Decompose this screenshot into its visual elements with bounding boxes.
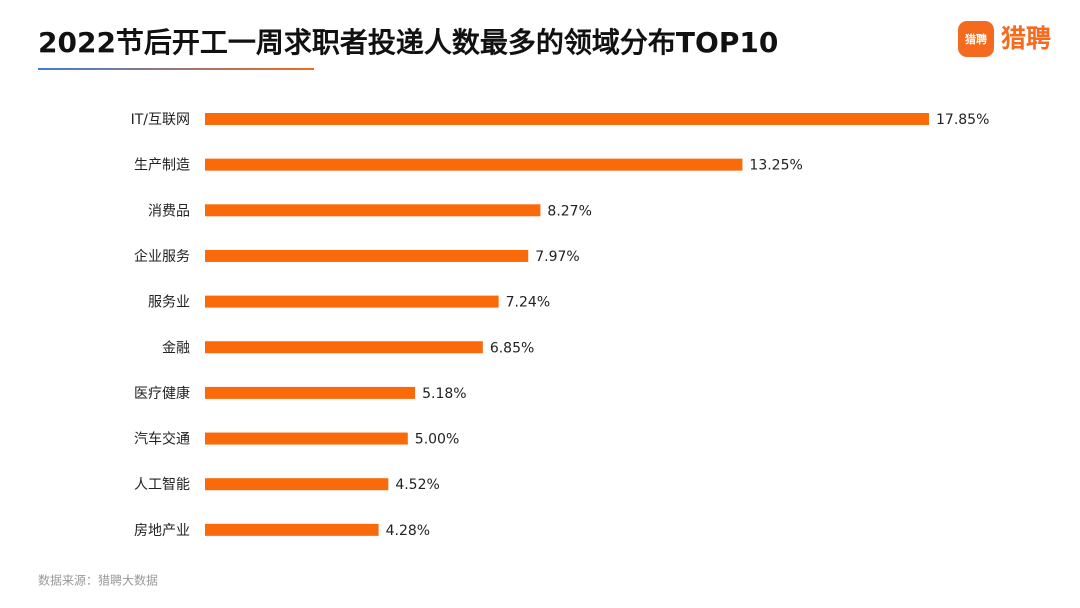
source-note: 数据来源：猎聘大数据: [38, 573, 158, 588]
y-tick-label: 医疗健康: [134, 385, 190, 402]
logo-text: 猎聘: [1001, 24, 1051, 53]
y-tick-label: 汽车交通: [134, 431, 190, 448]
value-label: 6.85%: [490, 340, 534, 356]
value-label: 13.25%: [749, 158, 802, 174]
y-tick-label: 房地产业: [134, 523, 190, 539]
logo-icon-text: 猎聘: [965, 32, 987, 46]
bar: [205, 204, 541, 217]
value-label: 8.27%: [547, 203, 591, 219]
value-label: 4.28%: [386, 523, 430, 539]
bar: [205, 113, 929, 125]
bar: [205, 158, 743, 171]
bar: [205, 432, 408, 445]
bar: [205, 523, 379, 536]
y-tick-label: 服务业: [148, 295, 190, 311]
y-tick-label: IT/互联网: [131, 112, 190, 128]
value-label: 5.00%: [415, 432, 459, 448]
bar: [205, 478, 389, 491]
y-tick-label: 人工智能: [134, 477, 190, 493]
title-underline: [38, 68, 314, 70]
y-tick-label: 金融: [162, 340, 190, 356]
bar: [205, 295, 499, 308]
y-tick-label: 生产制造: [134, 158, 190, 174]
value-label: 4.52%: [395, 477, 439, 493]
value-label: 7.24%: [506, 295, 550, 311]
bar: [205, 341, 483, 354]
value-label: 5.18%: [422, 386, 466, 402]
chart-title: 2022节后开工一周求职者投递人数最多的领域分布TOP10: [38, 26, 778, 59]
y-tick-label: 消费品: [148, 203, 190, 219]
value-label: 7.97%: [535, 249, 579, 265]
bar: [205, 386, 416, 399]
logo-icon: [958, 21, 994, 57]
value-label: 17.85%: [936, 112, 989, 128]
bar: [205, 249, 529, 262]
y-tick-label: 企业服务: [134, 248, 190, 265]
